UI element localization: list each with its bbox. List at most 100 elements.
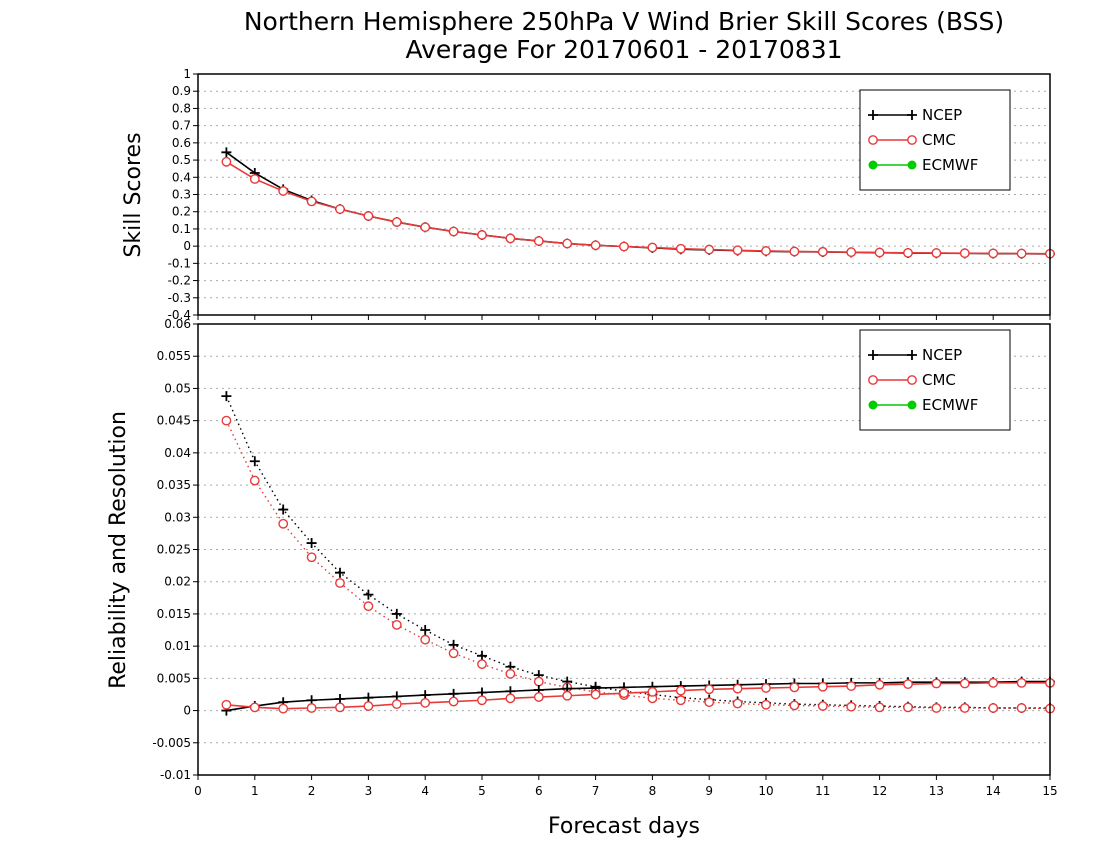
- y-tick-label: 0.015: [157, 607, 191, 621]
- chart-subtitle: Average For 20170601 - 20170831: [405, 35, 842, 64]
- legend-marker: [907, 350, 917, 360]
- data-point-cmc: [249, 174, 260, 184]
- data-point-cmc: [959, 248, 970, 259]
- y-tick-label: 0.8: [172, 101, 191, 115]
- data-point-ncep-reliability: [249, 456, 260, 467]
- data-point-cmc: [363, 211, 374, 221]
- data-point-cmc-resolution: [562, 690, 573, 701]
- legend-marker: [868, 160, 878, 170]
- x-tick-label: 15: [1042, 784, 1057, 798]
- data-point-cmc: [306, 196, 317, 207]
- y-tick-label: -0.3: [168, 291, 191, 305]
- data-point-cmc: [817, 246, 828, 257]
- data-point-cmc-reliability: [221, 415, 232, 426]
- data-point-ncep-reliability: [306, 538, 317, 549]
- data-point-cmc-reliability: [335, 578, 345, 588]
- series-line-cmc-reliability: [225, 420, 1051, 710]
- data-point-cmc: [789, 246, 800, 257]
- data-point-cmc-reliability: [704, 697, 715, 708]
- data-point-cmc: [846, 247, 857, 258]
- data-point-ncep-reliability: [363, 589, 374, 600]
- y-tick-label: 0.05: [164, 381, 191, 395]
- plot-frame: [197, 323, 1051, 776]
- legend-label-ncep: NCEP: [922, 346, 962, 364]
- data-point-cmc-resolution: [477, 695, 487, 706]
- data-point-ncep-resolution: [363, 692, 374, 703]
- legend-label-ncep: NCEP: [922, 106, 962, 124]
- data-point-cmc-resolution: [420, 697, 431, 708]
- data-point-cmc-resolution: [675, 685, 686, 696]
- y-tick-label: 0.025: [157, 543, 191, 557]
- data-point-cmc: [448, 226, 459, 237]
- data-point-cmc-reliability: [732, 698, 743, 709]
- data-point-cmc-resolution: [533, 692, 544, 702]
- data-point-cmc-reliability: [988, 703, 999, 713]
- legend-marker: [868, 110, 878, 120]
- x-tick-label: 2: [308, 784, 316, 798]
- y-tick-label: 1: [183, 67, 191, 81]
- legend-marker: [868, 400, 878, 410]
- data-point-cmc-reliability: [533, 676, 544, 687]
- y-tick-label: -0.4: [168, 308, 191, 322]
- data-point-cmc-resolution: [647, 686, 658, 697]
- data-point-cmc-reliability: [817, 701, 828, 711]
- data-point-cmc-resolution: [505, 693, 516, 704]
- y-tick-label: 0.035: [157, 478, 191, 492]
- data-point-cmc-resolution: [704, 684, 715, 695]
- x-tick-label: 14: [986, 784, 1001, 798]
- y-tick-label: -0.1: [168, 256, 191, 270]
- y-tick-label: -0.2: [168, 274, 191, 288]
- data-point-cmc-resolution: [306, 703, 317, 713]
- data-point-cmc-resolution: [931, 678, 942, 689]
- data-point-cmc: [533, 236, 544, 246]
- data-point-cmc-reliability: [278, 518, 289, 529]
- data-point-cmc-reliability: [789, 700, 800, 711]
- x-tick-label: 10: [758, 784, 773, 798]
- chart-title: Northern Hemisphere 250hPa V Wind Brier …: [244, 7, 1004, 36]
- x-tick-label: 6: [535, 784, 543, 798]
- x-tick-label: 9: [705, 784, 713, 798]
- data-point-cmc: [903, 247, 913, 258]
- series-line-ncep-reliability: [225, 395, 1050, 709]
- data-point-ncep-reliability: [477, 650, 487, 661]
- data-point-ncep-reliability: [278, 504, 289, 515]
- data-point-cmc-resolution: [391, 699, 402, 710]
- x-tick-label: 13: [929, 784, 944, 798]
- data-point-cmc-resolution: [335, 702, 345, 713]
- legend-marker: [907, 110, 917, 120]
- data-point-cmc: [675, 243, 686, 254]
- legend: NCEP CMC ECMWF: [859, 329, 1011, 431]
- x-tick-label: 5: [478, 784, 486, 798]
- y-tick-label: 0.2: [172, 205, 191, 219]
- data-point-cmc-reliability: [249, 475, 260, 486]
- data-point-cmc-resolution: [363, 701, 374, 711]
- x-tick-label: 7: [592, 784, 600, 798]
- data-point-cmc-resolution: [874, 679, 885, 690]
- y-tick-label: 0: [183, 704, 191, 718]
- data-point-cmc: [988, 248, 999, 259]
- data-point-cmc-resolution: [448, 696, 459, 707]
- data-point-cmc: [505, 233, 516, 244]
- y-tick-label: 0.01: [164, 639, 191, 653]
- x-axis-label: Forecast days: [548, 814, 700, 839]
- data-point-cmc-reliability: [761, 699, 771, 710]
- data-point-ncep-reliability: [420, 625, 431, 636]
- x-tick-label: 1: [251, 784, 259, 798]
- panel-skill-scores: 1 0.9 0.8 0.7 0.6 0.5 0.4 0.3 0.2 0.1 0 -0.1 -0.2 -0.…: [168, 67, 1055, 322]
- top-y-axis-label: Skill Scores: [121, 132, 146, 257]
- legend-marker: [907, 160, 917, 170]
- legend-marker: [868, 375, 878, 385]
- data-point-ncep-reliability: [391, 608, 402, 619]
- data-point-cmc-resolution: [619, 688, 629, 699]
- y-tick-label: -0.005: [152, 736, 191, 750]
- data-point-cmc-resolution: [732, 683, 743, 694]
- y-tick-label: 0.5: [172, 153, 191, 167]
- plot-frame: [197, 73, 1051, 316]
- legend-marker: [907, 375, 917, 385]
- data-point-cmc-resolution: [789, 682, 800, 693]
- data-point-cmc-reliability: [505, 668, 516, 679]
- data-point-cmc: [391, 217, 402, 227]
- legend-label-ecmwf: ECMWF: [922, 156, 978, 174]
- y-tick-label: 0.6: [172, 136, 191, 150]
